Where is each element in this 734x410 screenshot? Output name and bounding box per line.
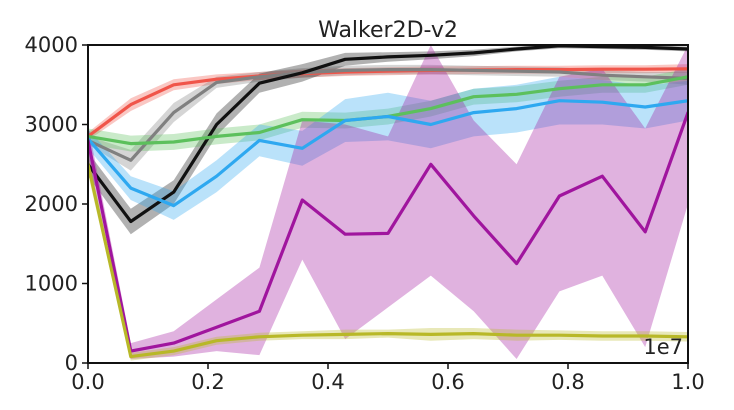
y-tick-label: 0	[65, 351, 78, 375]
band-series-7	[88, 154, 688, 361]
line-series-6	[88, 110, 688, 353]
x-tick-label: 0.6	[431, 370, 464, 394]
x-offset-label: 1e7	[643, 335, 683, 359]
y-tick-label: 1000	[25, 272, 78, 296]
band-series-1	[88, 64, 688, 141]
y-axis: 0 1000 2000 3000 4000	[25, 33, 88, 375]
band-series-6	[88, 45, 688, 359]
x-tick-label: 0.8	[551, 370, 584, 394]
x-tick-label: 0.0	[71, 370, 104, 394]
band-series-5	[88, 76, 688, 220]
line-series-7	[88, 162, 688, 359]
chart-title: Walker2D-v2	[318, 18, 458, 43]
x-tick-label: 0.4	[311, 370, 344, 394]
y-tick-label: 2000	[25, 192, 78, 216]
band-series-4	[88, 68, 688, 152]
y-tick-label: 3000	[25, 113, 78, 137]
line-series-2	[88, 67, 688, 162]
line-series-5	[88, 99, 688, 208]
x-tick-label: 1.0	[671, 370, 704, 394]
x-tick-label: 0.2	[191, 370, 224, 394]
x-axis: 0.0 0.2 0.4 0.6 0.8 1.0	[71, 363, 705, 394]
y-tick-label: 4000	[25, 33, 78, 57]
series-lines	[88, 45, 688, 359]
line-series-3	[88, 45, 688, 224]
